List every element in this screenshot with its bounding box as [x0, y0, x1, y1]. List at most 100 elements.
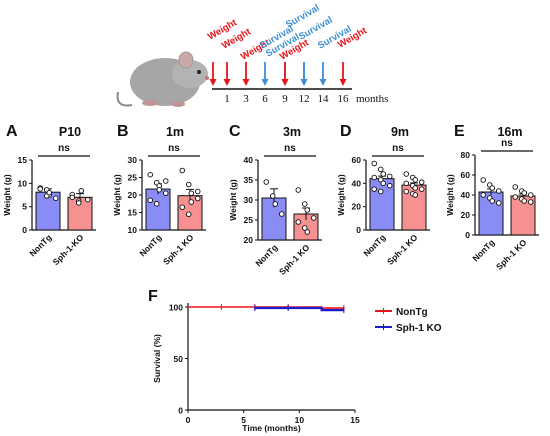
panel-title: 16m: [497, 125, 522, 139]
timeline-arrowhead: [339, 79, 347, 86]
data-point: [311, 215, 317, 221]
y-tick-label: 20: [244, 235, 254, 245]
data-point: [53, 195, 59, 202]
y-tick-label: 10: [18, 178, 28, 188]
data-point: [147, 171, 153, 178]
panel-title: 3m: [283, 125, 301, 139]
panel-title: 1m: [166, 125, 184, 139]
y-tick-label: 35: [244, 175, 254, 185]
data-point: [162, 190, 169, 196]
y-tick-label: 5: [22, 202, 27, 212]
timeline-arrowhead: [300, 79, 308, 86]
data-point: [279, 211, 285, 217]
data-point: [153, 200, 160, 207]
data-point: [378, 188, 384, 195]
data-point: [84, 196, 91, 203]
y-tick-label: 15: [128, 208, 138, 218]
significance-label: ns: [501, 138, 513, 149]
data-point: [380, 171, 387, 177]
category-label: NonTg: [253, 242, 279, 268]
category-label: Sph-1 KO: [161, 232, 196, 267]
panel-letter: A: [6, 123, 18, 140]
y-axis-label: Weight (g): [445, 174, 455, 216]
data-point: [412, 185, 419, 191]
panel-letter: E: [454, 123, 465, 140]
data-point: [188, 190, 194, 196]
data-point: [528, 192, 534, 198]
timeline-tick-label: 12: [299, 93, 310, 105]
timeline-tick-label: 16: [338, 93, 350, 105]
data-point: [295, 219, 302, 225]
data-point: [512, 194, 519, 200]
data-point: [302, 225, 308, 231]
category-label: Sph-1 KO: [385, 232, 420, 267]
data-point: [304, 207, 311, 213]
panel-title: 9m: [391, 125, 409, 139]
category-label: NonTg: [470, 237, 496, 263]
panel-title: P10: [59, 125, 81, 139]
y-tick-label: 20: [128, 190, 138, 200]
data-point: [496, 200, 502, 206]
x-axis-label: Time (months): [242, 423, 301, 433]
x-tick-label: 10: [295, 415, 305, 425]
data-point: [403, 171, 410, 177]
data-point: [295, 187, 302, 193]
data-point: [179, 204, 185, 210]
y-tick-label: 30: [128, 155, 138, 165]
y-axis-label: Weight (g): [2, 174, 12, 216]
timeline-arrowhead: [209, 79, 217, 86]
legend-label: NonTg: [396, 307, 428, 318]
significance-label: ns: [58, 143, 70, 154]
data-point: [194, 195, 201, 202]
data-point: [403, 180, 410, 187]
timeline-arrowhead: [319, 79, 327, 86]
data-point: [179, 167, 185, 174]
timeline-tick-label: 6: [262, 93, 268, 105]
data-point: [489, 198, 496, 204]
data-point: [489, 185, 496, 191]
panel-f-survival: F 0 50 100 0 5 10 15 Time (months) Survival (%) No…: [148, 288, 442, 433]
y-tick-label: 40: [244, 155, 254, 165]
timeline-tick-label: 9: [282, 93, 288, 105]
panel-letter: F: [148, 288, 158, 305]
panel-letter: B: [117, 123, 129, 140]
y-tick-label: 30: [244, 195, 254, 205]
y-axis-label: Weight (g): [112, 174, 122, 216]
y-axis-label: Survival (%): [152, 334, 162, 383]
timeline-arrowhead: [223, 79, 231, 86]
y-tick-label: 60: [461, 170, 471, 180]
data-point: [75, 200, 82, 206]
data-point: [387, 173, 393, 180]
category-label: Sph-1 KO: [494, 237, 529, 272]
panel-letter: D: [340, 123, 352, 140]
timeline-tick-label: 14: [318, 93, 330, 105]
data-point: [194, 188, 201, 195]
data-point: [188, 199, 194, 205]
y-tick-label: 50: [174, 354, 184, 364]
data-point: [371, 174, 378, 181]
legend-label: Sph-1 KO: [396, 323, 442, 334]
y-tick-label: 100: [169, 303, 183, 313]
timeline-arrowhead: [281, 79, 289, 86]
y-tick-label: 80: [461, 150, 471, 160]
data-point: [78, 188, 84, 194]
data-point: [272, 201, 279, 207]
data-point: [185, 181, 192, 188]
data-point: [521, 190, 528, 196]
data-point: [412, 192, 419, 198]
y-tick-label: 25: [244, 215, 254, 225]
y-tick-label: 25: [128, 173, 138, 183]
mouse-illustration: [116, 51, 209, 107]
data-point: [528, 199, 534, 205]
y-tick-label: 60: [352, 155, 362, 165]
data-point: [387, 182, 393, 189]
timeline: 1 3 6 9 12 14 16 WeightWeightWeightSurvivalSur…: [206, 3, 388, 105]
y-tick-label: 20: [461, 210, 471, 220]
data-point: [304, 229, 311, 235]
category-label: Sph-1-KO: [51, 232, 86, 267]
